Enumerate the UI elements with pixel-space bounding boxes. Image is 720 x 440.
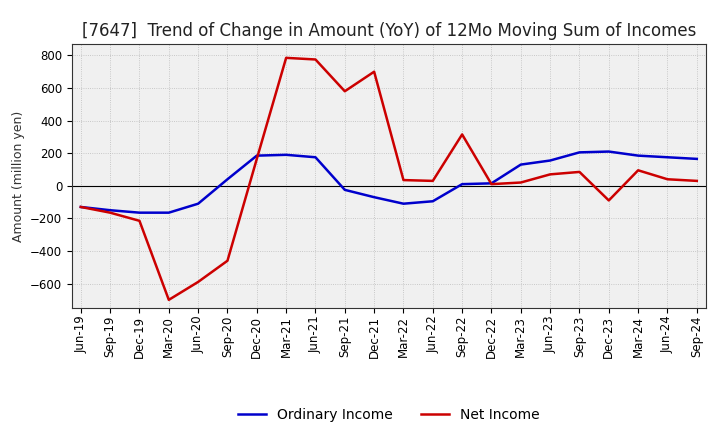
Ordinary Income (253, 153, 261, 158)
Ordinary Income (546, 158, 554, 163)
Net Income (458, 132, 467, 137)
Net Income (605, 198, 613, 203)
Net Income (253, 156, 261, 161)
Net Income (194, 279, 202, 285)
Ordinary Income (399, 201, 408, 206)
Ordinary Income (458, 182, 467, 187)
Legend: Ordinary Income, Net Income: Ordinary Income, Net Income (233, 403, 545, 428)
Net Income (223, 258, 232, 264)
Ordinary Income (223, 176, 232, 182)
Ordinary Income (634, 153, 642, 158)
Y-axis label: Amount (million yen): Amount (million yen) (12, 110, 24, 242)
Ordinary Income (194, 201, 202, 206)
Net Income (575, 169, 584, 175)
Net Income (164, 297, 173, 302)
Net Income (516, 180, 525, 185)
Net Income (370, 69, 379, 74)
Ordinary Income (135, 210, 144, 215)
Net Income (106, 210, 114, 215)
Title: [7647]  Trend of Change in Amount (YoY) of 12Mo Moving Sum of Incomes: [7647] Trend of Change in Amount (YoY) o… (81, 22, 696, 40)
Ordinary Income (487, 181, 496, 186)
Net Income (663, 176, 672, 182)
Ordinary Income (370, 194, 379, 200)
Net Income (428, 178, 437, 183)
Ordinary Income (282, 152, 290, 158)
Net Income (282, 55, 290, 60)
Net Income (311, 57, 320, 62)
Ordinary Income (516, 162, 525, 167)
Ordinary Income (575, 150, 584, 155)
Net Income (693, 178, 701, 183)
Line: Ordinary Income: Ordinary Income (81, 151, 697, 213)
Net Income (546, 172, 554, 177)
Ordinary Income (76, 204, 85, 209)
Ordinary Income (693, 156, 701, 161)
Ordinary Income (341, 187, 349, 192)
Ordinary Income (106, 208, 114, 213)
Ordinary Income (663, 154, 672, 160)
Line: Net Income: Net Income (81, 58, 697, 300)
Net Income (399, 177, 408, 183)
Ordinary Income (164, 210, 173, 215)
Ordinary Income (605, 149, 613, 154)
Net Income (135, 218, 144, 224)
Net Income (341, 88, 349, 94)
Ordinary Income (428, 198, 437, 204)
Net Income (76, 204, 85, 209)
Net Income (487, 182, 496, 187)
Ordinary Income (311, 154, 320, 160)
Net Income (634, 168, 642, 173)
